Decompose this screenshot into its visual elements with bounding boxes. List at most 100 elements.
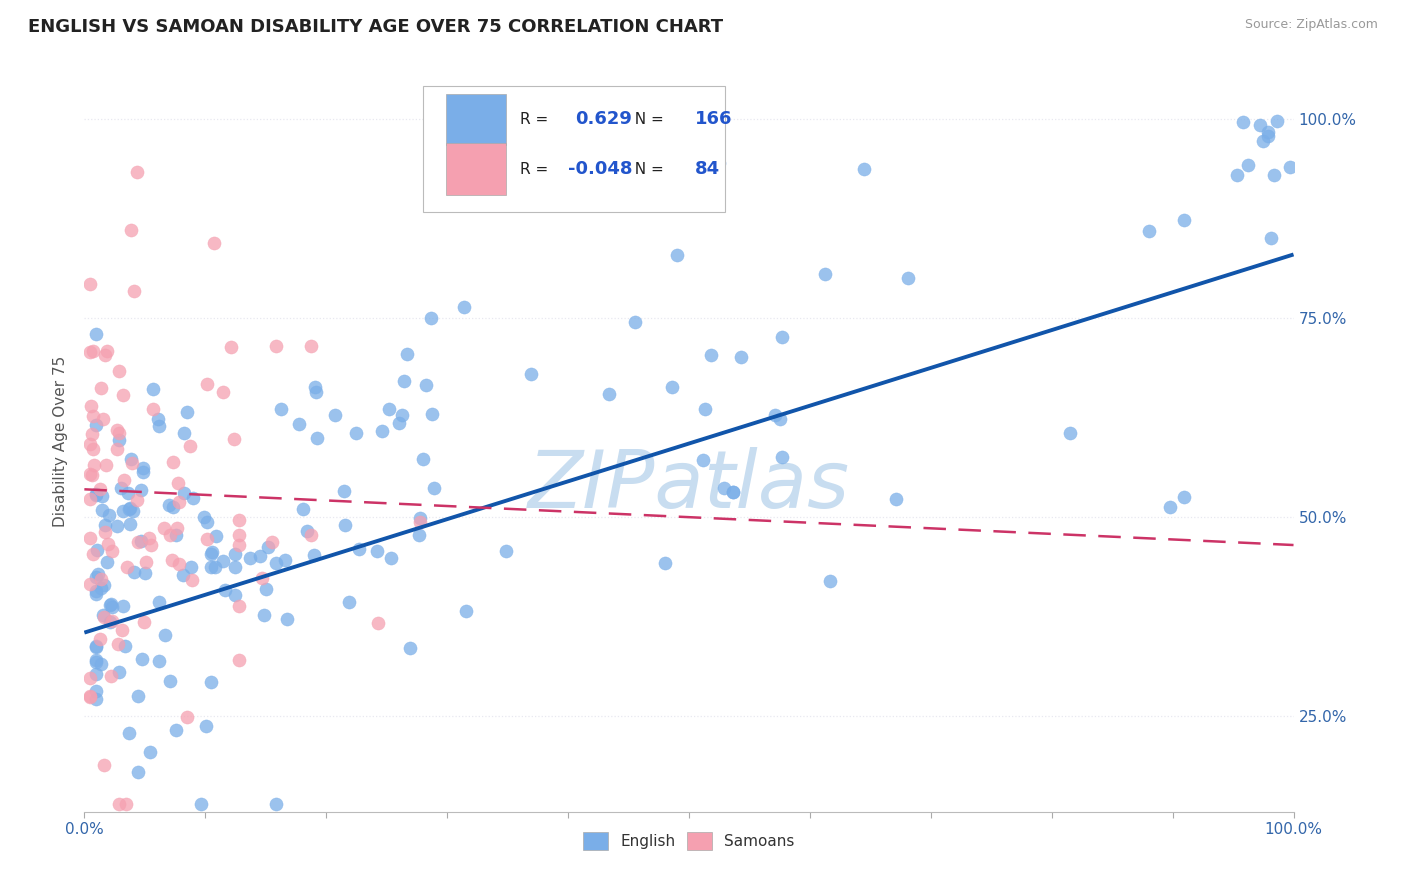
Point xyxy=(86,587,108,601)
Point xyxy=(135,555,157,569)
Point xyxy=(205,529,228,543)
Point xyxy=(122,504,145,518)
Point xyxy=(96,458,118,473)
Point xyxy=(453,300,475,314)
Point xyxy=(420,310,443,325)
Point xyxy=(391,408,413,422)
Point xyxy=(264,797,287,811)
Point xyxy=(299,339,322,353)
Point xyxy=(86,567,108,582)
Point xyxy=(270,402,292,417)
Point xyxy=(79,690,101,704)
Point xyxy=(86,691,108,706)
Point xyxy=(1059,425,1081,440)
Point xyxy=(82,409,104,423)
Point xyxy=(79,690,101,704)
Point xyxy=(118,502,141,516)
Point xyxy=(165,528,187,542)
Point xyxy=(1278,161,1301,175)
Point xyxy=(86,655,108,669)
Point xyxy=(412,452,434,467)
Point xyxy=(129,483,152,497)
Point xyxy=(224,559,246,574)
Point xyxy=(193,509,215,524)
Point xyxy=(707,156,730,170)
Point xyxy=(224,432,246,446)
Point xyxy=(252,608,274,623)
Point xyxy=(82,343,104,358)
Point xyxy=(131,465,153,479)
Point xyxy=(100,669,122,683)
Point xyxy=(176,405,198,419)
Point xyxy=(456,604,478,618)
Point xyxy=(204,559,226,574)
Point xyxy=(1226,169,1249,183)
Point xyxy=(139,745,162,759)
Point xyxy=(1257,125,1279,139)
Point xyxy=(86,667,108,681)
Point xyxy=(763,409,786,423)
Point xyxy=(723,484,745,499)
Point xyxy=(304,380,326,394)
Text: 84: 84 xyxy=(695,160,720,178)
Point xyxy=(86,488,108,502)
Point xyxy=(97,537,120,551)
Point xyxy=(90,657,112,672)
Point xyxy=(117,485,139,500)
Point xyxy=(228,514,250,528)
Point xyxy=(127,535,149,549)
Point xyxy=(884,492,907,507)
Point xyxy=(378,402,401,417)
Point xyxy=(79,437,101,451)
Point xyxy=(107,665,129,679)
Point xyxy=(291,502,314,516)
Point xyxy=(520,367,543,381)
Point xyxy=(89,632,111,647)
Point xyxy=(853,161,876,176)
Point xyxy=(108,425,131,440)
Point xyxy=(723,484,745,499)
Point xyxy=(125,165,148,179)
Point xyxy=(347,541,370,556)
Point xyxy=(79,277,101,292)
Point xyxy=(337,594,360,608)
Point xyxy=(100,597,122,611)
Point xyxy=(82,547,104,561)
Point xyxy=(661,380,683,394)
Point xyxy=(152,521,174,535)
Point xyxy=(142,402,165,417)
Point xyxy=(90,502,112,516)
Point xyxy=(132,460,155,475)
Point xyxy=(86,639,108,653)
Point xyxy=(264,556,287,570)
Point xyxy=(167,495,190,509)
Point xyxy=(239,550,262,565)
Point xyxy=(264,339,287,353)
Point xyxy=(224,588,246,602)
Point xyxy=(288,417,311,431)
Point xyxy=(181,491,204,506)
Point xyxy=(598,386,620,401)
Point xyxy=(157,498,180,512)
Point xyxy=(165,723,187,737)
Text: ZIPatlas: ZIPatlas xyxy=(527,447,851,525)
Point xyxy=(79,577,101,591)
Point xyxy=(110,481,132,495)
Point xyxy=(228,538,250,552)
Point xyxy=(260,535,283,549)
Point xyxy=(370,424,392,438)
Point xyxy=(90,381,112,395)
Point xyxy=(768,412,790,426)
Point xyxy=(1173,212,1195,227)
Point xyxy=(107,637,129,651)
Point xyxy=(86,487,108,501)
Point xyxy=(86,640,108,655)
Point xyxy=(190,797,212,811)
Point xyxy=(1173,490,1195,504)
Point xyxy=(695,401,717,416)
Point xyxy=(112,388,135,402)
Point xyxy=(195,515,218,529)
Point xyxy=(120,223,142,237)
Point xyxy=(148,418,170,433)
Point xyxy=(122,565,145,579)
